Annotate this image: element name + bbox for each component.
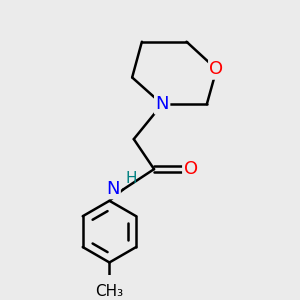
Text: O: O — [209, 60, 224, 78]
Text: N: N — [155, 95, 169, 113]
Text: CH₃: CH₃ — [95, 284, 124, 298]
Text: N: N — [106, 180, 120, 198]
Text: O: O — [184, 160, 198, 178]
Text: H: H — [126, 171, 137, 186]
